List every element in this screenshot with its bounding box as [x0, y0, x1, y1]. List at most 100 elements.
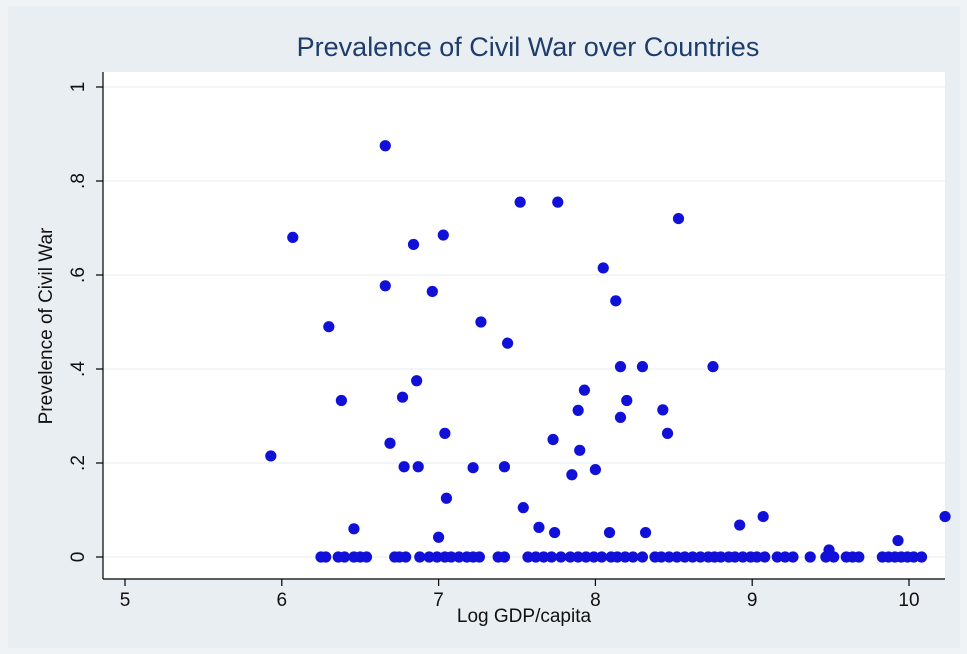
- data-point: [360, 551, 373, 563]
- data-point: [555, 551, 567, 563]
- data-point: [545, 551, 558, 563]
- data-point: [787, 551, 799, 563]
- data-point: [580, 551, 592, 563]
- x-tick-label: 5: [120, 590, 131, 611]
- data-point: [467, 462, 479, 474]
- data-point: [348, 523, 360, 535]
- data-point: [407, 238, 420, 251]
- data-point: [687, 551, 699, 563]
- y-tick-label: 0: [68, 552, 89, 563]
- plot-area: [103, 72, 945, 579]
- data-point: [445, 551, 457, 563]
- data-point: [908, 551, 920, 563]
- x-tick-label: 6: [277, 590, 288, 611]
- x-tick-label: 10: [898, 590, 919, 611]
- scatter-chart: Prevalence of Civil War over Countries 0…: [36, 32, 951, 627]
- data-point: [671, 551, 683, 563]
- data-point: [621, 394, 633, 407]
- data-point: [915, 551, 928, 563]
- data-point: [804, 551, 816, 563]
- data-point: [639, 526, 652, 539]
- data-point: [335, 394, 347, 407]
- data-point: [611, 551, 623, 563]
- data-point: [538, 551, 550, 563]
- data-point: [828, 551, 840, 563]
- y-tick-label: .8: [68, 173, 89, 189]
- data-point: [396, 391, 409, 403]
- data-point: [820, 551, 832, 563]
- data-point: [610, 295, 622, 307]
- data-point: [549, 526, 561, 539]
- data-point: [498, 461, 511, 473]
- x-tick-label: 9: [747, 590, 758, 611]
- data-point: [636, 551, 649, 563]
- data-point: [411, 375, 423, 387]
- chart-title: Prevalence of Civil War over Countries: [297, 32, 760, 62]
- data-point: [892, 534, 904, 547]
- chart-figure: Prevalence of Civil War over Countries 0…: [8, 6, 960, 648]
- x-tick-label: 7: [433, 590, 444, 611]
- data-point: [338, 551, 351, 563]
- data-point: [433, 531, 445, 543]
- data-point: [588, 551, 600, 563]
- data-point: [530, 551, 542, 563]
- data-point: [661, 427, 674, 439]
- data-point: [287, 231, 299, 243]
- data-points: [265, 140, 951, 563]
- data-point: [400, 551, 412, 563]
- data-point: [379, 140, 391, 152]
- data-point: [475, 316, 487, 328]
- data-point: [619, 551, 631, 563]
- data-point: [533, 521, 545, 533]
- data-point: [715, 551, 727, 563]
- y-tick-label: .6: [68, 267, 89, 283]
- data-point: [707, 361, 719, 373]
- data-point: [437, 229, 449, 241]
- data-point: [596, 551, 608, 563]
- data-point: [453, 551, 465, 563]
- data-point: [694, 551, 707, 563]
- axis-ticks: 0 .2 .4 .6 .8 1 5 6 7 8 9 10: [68, 82, 920, 611]
- data-point: [552, 196, 564, 208]
- data-point: [517, 502, 529, 514]
- data-point: [323, 321, 335, 333]
- data-point: [320, 551, 332, 563]
- data-point: [547, 433, 559, 446]
- data-point: [636, 361, 649, 373]
- data-point: [672, 213, 685, 225]
- data-point: [473, 551, 485, 563]
- data-point: [751, 551, 763, 563]
- data-point: [663, 551, 675, 563]
- data-point: [779, 551, 791, 563]
- data-point: [853, 551, 865, 563]
- data-point: [603, 526, 616, 539]
- data-point: [514, 196, 526, 208]
- data-point: [657, 404, 669, 416]
- y-axis-label: Prevelence of Civil War: [36, 227, 57, 424]
- data-point: [757, 510, 769, 523]
- data-point: [379, 280, 391, 292]
- data-point: [627, 551, 639, 563]
- x-axis-label: Log GDP/capita: [457, 606, 592, 627]
- y-tick-label: 1: [68, 82, 89, 93]
- data-point: [572, 404, 584, 416]
- data-point: [734, 519, 746, 531]
- data-point: [597, 262, 609, 274]
- data-point: [426, 285, 438, 298]
- data-point: [729, 551, 741, 563]
- data-point: [655, 551, 667, 563]
- data-point: [572, 551, 584, 563]
- data-point: [578, 384, 591, 396]
- data-point: [614, 411, 627, 424]
- data-point: [574, 444, 586, 456]
- data-point: [440, 492, 453, 504]
- y-tick-label: .4: [68, 361, 89, 377]
- data-point: [566, 469, 578, 481]
- data-point: [439, 427, 451, 439]
- data-point: [939, 510, 951, 523]
- x-tick-label: 8: [590, 590, 601, 611]
- data-point: [412, 461, 424, 473]
- data-point: [614, 361, 627, 373]
- data-point: [414, 551, 426, 563]
- data-point: [501, 337, 514, 349]
